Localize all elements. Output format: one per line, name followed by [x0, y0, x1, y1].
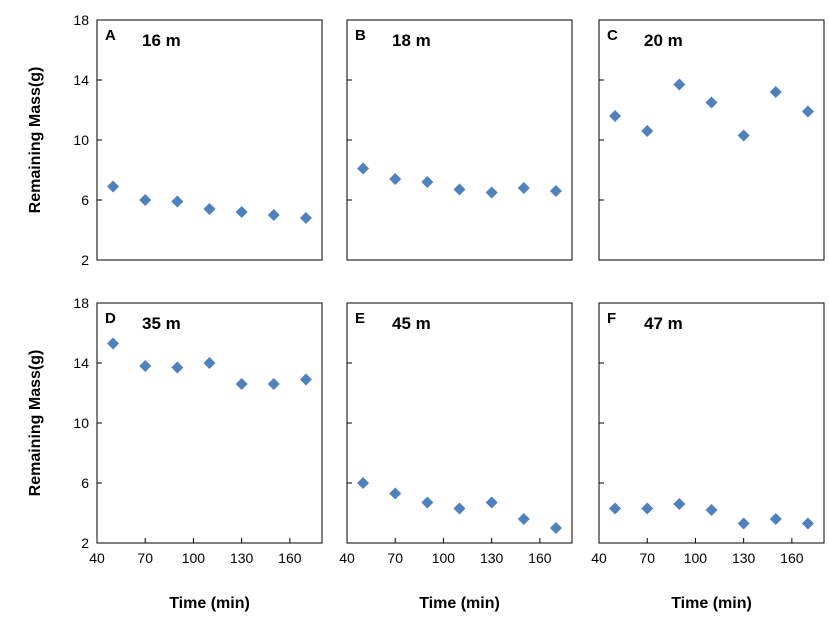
data-point: [641, 125, 654, 137]
data-point: [389, 173, 402, 185]
plot-frame: [346, 19, 573, 261]
panel-depth-label: 20 m: [644, 31, 683, 50]
x-tick-label: 100: [684, 550, 708, 566]
y-tick-label: 6: [81, 192, 89, 208]
data-point: [549, 522, 562, 534]
x-tick-label: 70: [387, 550, 403, 566]
data-point: [673, 498, 686, 510]
data-point: [299, 212, 312, 224]
data-point: [171, 361, 184, 374]
plot-frame: [598, 19, 825, 261]
data-point: [705, 504, 718, 516]
data-point: [769, 86, 782, 98]
y-tick-label: 2: [81, 252, 89, 268]
data-point: [737, 517, 750, 530]
x-tick-label: 100: [432, 550, 456, 566]
panel-depth-label: 16 m: [142, 31, 181, 50]
data-point: [737, 129, 750, 142]
x-tick-label: 70: [137, 550, 153, 566]
panel-depth-label: 47 m: [644, 314, 683, 333]
data-point: [389, 487, 402, 500]
y-tick-label: 2: [81, 535, 89, 551]
y-tick-label: 10: [73, 415, 89, 431]
data-point: [203, 203, 216, 215]
data-point: [139, 194, 152, 206]
x-axis-title: Time (min): [671, 595, 752, 612]
data-point: [641, 502, 654, 515]
data-point: [267, 209, 280, 221]
data-point: [107, 180, 120, 193]
data-point: [299, 373, 312, 386]
data-point: [421, 496, 434, 509]
data-point: [609, 502, 622, 515]
data-point: [673, 78, 686, 91]
y-tick-label: 6: [81, 475, 89, 491]
data-point: [107, 337, 120, 350]
y-tick-label: 18: [73, 295, 89, 311]
panel-c: C 20 m: [598, 19, 825, 261]
panel-letter: E: [355, 310, 365, 327]
data-point: [705, 96, 718, 109]
data-point: [801, 105, 814, 118]
data-point: [769, 513, 782, 525]
data-point: [203, 357, 216, 369]
plot-frame: [96, 302, 323, 544]
x-axis-title: Time (min): [419, 595, 500, 612]
panel-b: B 18 m: [346, 19, 573, 261]
data-point: [517, 182, 530, 194]
x-tick-label: 40: [591, 550, 607, 566]
x-tick-label: 130: [480, 550, 504, 566]
data-point: [267, 378, 280, 390]
data-point: [171, 195, 184, 208]
y-axis-title: Remaining Mass(g): [27, 350, 44, 497]
panel-letter: B: [355, 27, 366, 44]
panel-e: 40 70 100 130 160 Time (min) E 45 m: [339, 302, 573, 612]
data-point: [235, 378, 248, 390]
data-point: [421, 176, 434, 188]
data-point: [235, 206, 248, 218]
data-point: [485, 496, 498, 509]
data-point: [139, 360, 152, 372]
data-point: [453, 502, 466, 515]
x-tick-label: 70: [639, 550, 655, 566]
x-tick-label: 130: [230, 550, 254, 566]
panel-letter: A: [105, 27, 116, 44]
panel-a: 2 6 10 14 18 Remaining Mass(g) A 16 m: [27, 12, 323, 268]
data-point: [357, 162, 370, 175]
panel-letter: C: [607, 27, 618, 44]
panel-depth-label: 35 m: [142, 314, 181, 333]
panel-letter: D: [105, 310, 116, 327]
data-point: [453, 183, 466, 196]
y-axis-title: Remaining Mass(g): [27, 67, 44, 214]
plot-frame: [96, 19, 323, 261]
x-tick-label: 100: [182, 550, 206, 566]
x-tick-label: 160: [780, 550, 804, 566]
panel-f: 40 70 100 130 160 Time (min) F 47 m: [591, 302, 825, 612]
data-point: [517, 513, 530, 525]
x-tick-label: 160: [528, 550, 552, 566]
data-point: [357, 477, 370, 489]
data-point: [485, 186, 498, 199]
panel-depth-label: 45 m: [392, 314, 431, 333]
y-tick-label: 10: [73, 132, 89, 148]
panel-depth-label: 18 m: [392, 31, 431, 50]
panel-letter: F: [607, 310, 616, 327]
x-tick-label: 40: [339, 550, 355, 566]
y-tick-label: 18: [73, 12, 89, 28]
panel-d: 2 6 10 14 18 40 70 100 130 160 Time (min) Remaining…: [27, 295, 323, 612]
data-point: [549, 185, 562, 197]
y-tick-label: 14: [73, 72, 89, 88]
x-axis-title: Time (min): [169, 595, 250, 612]
data-point: [801, 517, 814, 530]
y-tick-label: 14: [73, 355, 89, 371]
x-tick-label: 130: [732, 550, 756, 566]
x-tick-label: 160: [278, 550, 302, 566]
data-point: [609, 110, 622, 122]
x-tick-label: 40: [89, 550, 105, 566]
